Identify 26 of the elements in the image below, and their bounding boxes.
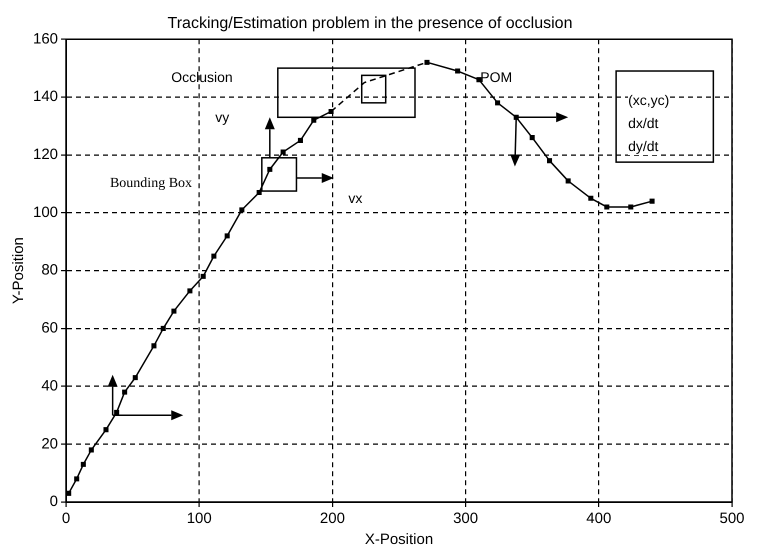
annotation: (xc,yc) xyxy=(628,90,670,109)
x-tick-label: 400 xyxy=(586,510,612,528)
annotation: dx/dt xyxy=(628,114,658,132)
y-tick-label: 40 xyxy=(41,377,58,394)
x-tick-label: 500 xyxy=(719,510,745,528)
x-tick-label: 200 xyxy=(320,510,345,528)
annotation: Occlusion xyxy=(171,68,233,86)
x-tick-label: 0 xyxy=(62,510,70,528)
x-tick-label: 100 xyxy=(186,510,212,528)
y-tick-label: 60 xyxy=(41,320,58,337)
y-tick-label: 120 xyxy=(32,146,58,164)
y-tick-label: 100 xyxy=(32,204,58,221)
annotation: POM xyxy=(480,68,512,86)
x-tick-label: 300 xyxy=(453,510,478,528)
y-tick-label: 80 xyxy=(41,262,58,279)
y-tick-label: 0 xyxy=(50,493,58,510)
annotation: Bounding Box xyxy=(110,174,192,193)
x-axis-title: X-Position xyxy=(364,531,434,548)
chart-title: Tracking/Estimation problem in the presence of occlusion xyxy=(168,15,572,32)
annotation: vy xyxy=(215,108,230,126)
y-tick-label: 20 xyxy=(41,435,58,452)
y-axis-title: Y-Position xyxy=(10,237,28,304)
y-tick-label: 160 xyxy=(32,30,58,48)
annotation: vx xyxy=(348,189,362,208)
annotation: dy/dt xyxy=(628,137,658,156)
y-tick-label: 140 xyxy=(32,88,58,106)
